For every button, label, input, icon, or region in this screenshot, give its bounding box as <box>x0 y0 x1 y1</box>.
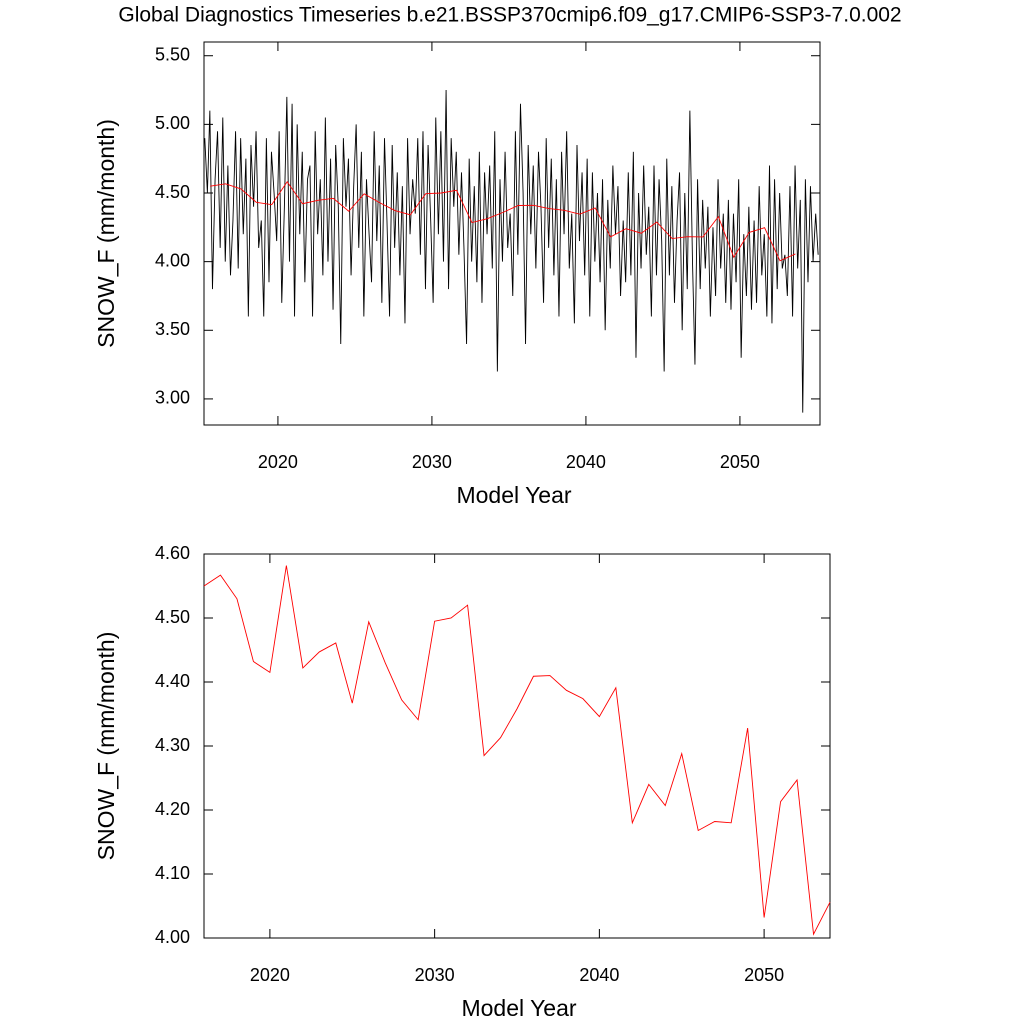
y-tick-label: 4.50 <box>155 182 190 202</box>
y-tick-label: 4.40 <box>155 671 190 691</box>
x-tick-label: 2020 <box>258 452 298 472</box>
x-tick-label: 2040 <box>579 965 619 985</box>
data-line <box>210 180 796 262</box>
x-tick-label: 2050 <box>720 452 760 472</box>
y-tick-label: 4.50 <box>155 607 190 627</box>
y-tick-label: 4.20 <box>155 799 190 819</box>
plot-frame <box>203 41 821 426</box>
y-tick-label: 5.50 <box>155 44 190 64</box>
data-line <box>204 90 819 413</box>
x-axis-label: Model Year <box>456 482 571 508</box>
y-axis-label: SNOW_F (mm/month) <box>93 632 119 861</box>
x-tick-label: 2040 <box>566 452 606 472</box>
y-axis-label: SNOW_F (mm/month) <box>93 119 119 348</box>
y-tick-label: 4.60 <box>155 543 190 563</box>
y-tick-label: 3.00 <box>155 388 190 408</box>
x-tick-label: 2030 <box>415 965 455 985</box>
y-tick-label: 5.00 <box>155 113 190 133</box>
x-axis-label: Model Year <box>461 995 576 1021</box>
y-tick-label: 4.00 <box>155 250 190 270</box>
chart-title: Global Diagnostics Timeseries b.e21.BSSP… <box>118 4 901 27</box>
x-tick-label: 2050 <box>744 965 784 985</box>
data-line <box>203 565 831 936</box>
plot-frame <box>203 553 831 939</box>
y-tick-label: 3.50 <box>155 319 190 339</box>
y-tick-label: 4.10 <box>155 863 190 883</box>
x-tick-label: 2030 <box>412 452 452 472</box>
x-tick-label: 2020 <box>250 965 290 985</box>
y-tick-label: 4.30 <box>155 735 190 755</box>
y-tick-label: 4.00 <box>155 927 190 947</box>
